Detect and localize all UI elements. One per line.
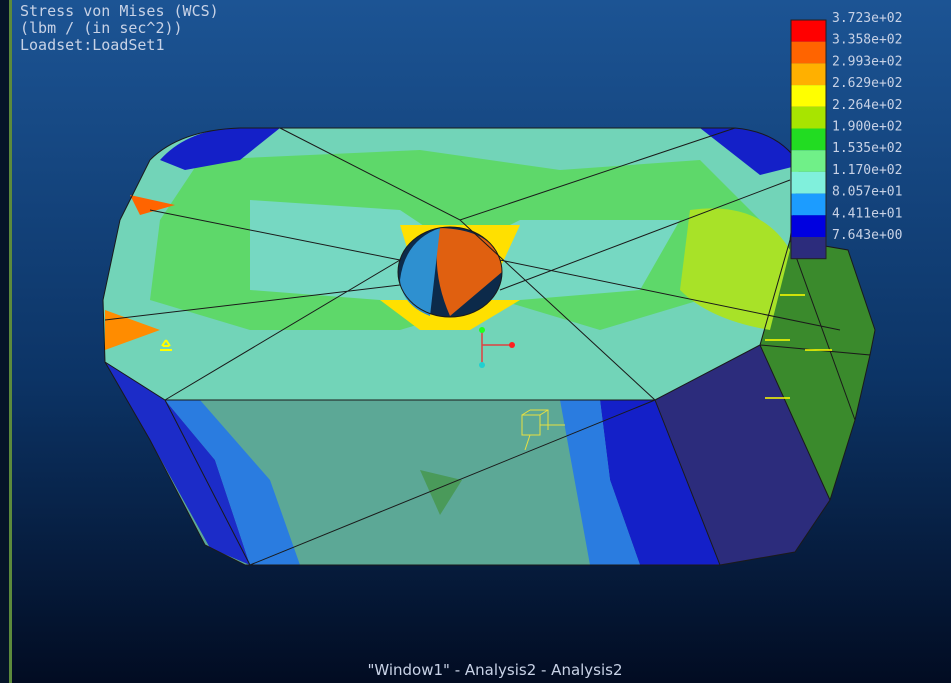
front-blue — [105, 362, 250, 565]
legend: 3.723e+02 3.358e+02 2.993e+02 2.629e+02 2.26… — [790, 11, 902, 260]
legend-label: 8.057e+01 — [832, 185, 902, 200]
left-border — [0, 0, 9, 683]
legend-swatch — [791, 63, 826, 86]
legend-label: 3.723e+02 — [832, 11, 902, 26]
front-patch — [420, 470, 462, 515]
front-band-right — [560, 400, 640, 565]
legend-label: 3.358e+02 — [832, 33, 902, 48]
legend-label: 2.264e+02 — [832, 98, 902, 113]
header-line: (lbm / (in sec^2)) — [20, 19, 183, 37]
csys-x — [509, 342, 515, 348]
legend-label: 4.411e+01 — [832, 206, 902, 221]
header: Stress von Mises (WCS) (lbm / (in sec^2)… — [20, 2, 219, 54]
front-blue-right — [600, 400, 720, 565]
hot-left — [105, 310, 160, 350]
hole-edge — [397, 226, 503, 318]
right-green — [760, 240, 875, 500]
load-arrows — [765, 294, 832, 399]
window-caption: "Window1" - Analysis2 - Analysis2 — [367, 661, 622, 679]
hole-wall — [400, 228, 440, 316]
legend-label: 1.535e+02 — [832, 141, 902, 156]
legend-swatch — [791, 41, 826, 64]
legend-label: 1.900e+02 — [832, 120, 902, 135]
hole-wall-hot — [436, 228, 502, 316]
front-band — [165, 400, 300, 565]
csys-z — [479, 362, 485, 368]
legend-label: 7.643e+00 — [832, 228, 902, 243]
header-line: Loadset:LoadSet1 — [20, 36, 165, 54]
legend-swatch — [791, 171, 826, 194]
corner-blue — [160, 128, 280, 170]
world-csys — [521, 409, 565, 451]
constraint — [160, 339, 172, 351]
legend-swatch — [791, 215, 826, 237]
legend-label: 2.629e+02 — [832, 76, 902, 91]
hot-left-upper — [130, 195, 175, 215]
left-stripe — [9, 0, 12, 683]
legend-swatch — [791, 150, 826, 172]
legend-swatch — [791, 193, 826, 216]
mesh-edges — [102, 127, 876, 566]
csys-y — [479, 327, 485, 333]
legend-swatch — [791, 85, 826, 107]
legend-label: 1.170e+02 — [832, 163, 902, 178]
legend-swatch — [791, 20, 826, 42]
top-yellowgreen — [680, 208, 790, 330]
legend-swatch — [791, 106, 826, 129]
model — [102, 127, 876, 566]
legend-frame — [790, 19, 827, 260]
legend-swatch — [791, 237, 826, 259]
legend-swatch — [791, 128, 826, 151]
legend-label: 2.993e+02 — [832, 54, 902, 69]
header-line: Stress von Mises (WCS) — [20, 2, 219, 20]
